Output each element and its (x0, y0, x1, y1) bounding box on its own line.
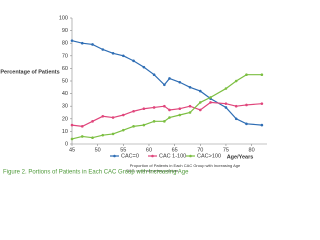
data-point (245, 122, 248, 126)
legend-marker (151, 154, 154, 158)
y-tick-label: 20 (62, 116, 68, 122)
data-point (168, 77, 171, 80)
data-point (142, 107, 146, 111)
data-point (209, 96, 212, 99)
data-point (132, 109, 135, 113)
data-point (91, 120, 94, 123)
data-point (132, 125, 135, 128)
data-point (80, 125, 84, 128)
data-point (101, 114, 105, 118)
data-point (178, 113, 182, 117)
data-point (152, 106, 156, 109)
legend-label: CAC 1-100 (159, 153, 186, 159)
data-point (178, 80, 182, 84)
data-point (142, 65, 146, 69)
data-point (224, 106, 228, 109)
legend-label: CAC>100 (197, 153, 221, 159)
data-point (111, 132, 115, 136)
data-point (101, 133, 105, 137)
data-point (111, 116, 115, 119)
data-point (260, 102, 264, 105)
legend-label: CAC=0 (121, 153, 139, 159)
data-point (188, 111, 192, 114)
data-point (152, 120, 156, 123)
y-tick-label: 50 (62, 78, 68, 84)
note: Proportion of Patients in Each CAC Group… (130, 163, 241, 168)
legend-marker (189, 154, 192, 158)
data-point (101, 48, 105, 51)
data-point (122, 54, 125, 58)
data-point (80, 135, 84, 138)
y-tick-label: 100 (59, 15, 68, 21)
y-tick-label: 70 (62, 53, 68, 59)
series-line (71, 101, 262, 127)
data-point (188, 104, 192, 108)
data-point (245, 103, 248, 107)
data-point (188, 86, 192, 89)
y-axis-label: Percentage of Patients (0, 69, 59, 75)
data-point (198, 89, 202, 93)
data-point (152, 73, 156, 76)
legend-marker (113, 154, 116, 158)
x-tick-label: 55 (120, 147, 126, 153)
x-tick-label: 70 (197, 147, 203, 153)
data-point (70, 137, 74, 141)
y-tick-label: 30 (62, 104, 68, 110)
x-axis-label: Age/Years (227, 154, 254, 160)
y-tick-label: 0 (65, 141, 68, 147)
data-point (198, 101, 202, 104)
data-point (209, 101, 212, 104)
data-point (178, 107, 182, 111)
data-point (111, 51, 115, 55)
data-point (168, 108, 171, 112)
caption: Figure 2. Portions of Patients in Each C… (3, 170, 189, 176)
data-point (163, 83, 166, 87)
x-tick-label: 60 (146, 147, 152, 153)
data-point (234, 104, 238, 108)
data-point (91, 136, 94, 139)
data-point (224, 102, 228, 105)
data-point (234, 79, 238, 83)
data-point (70, 123, 74, 127)
x-tick-label: 80 (249, 147, 255, 153)
note: CAC: coronary artery calcium (126, 168, 179, 173)
data-point (245, 73, 248, 76)
data-point (234, 117, 238, 121)
x-tick-label: 75 (223, 147, 229, 153)
data-point (122, 113, 125, 117)
y-tick-label: 10 (62, 129, 68, 135)
data-point (198, 108, 202, 112)
y-tick-label: 90 (62, 28, 68, 34)
data-point (91, 43, 94, 46)
data-point (80, 41, 84, 45)
data-point (260, 123, 264, 127)
x-tick-label: 65 (172, 147, 178, 153)
y-tick-label: 80 (62, 41, 68, 47)
data-point (168, 116, 171, 119)
data-point (163, 104, 166, 108)
data-point (163, 120, 166, 123)
data-point (260, 73, 264, 76)
y-tick-label: 40 (62, 91, 68, 97)
data-point (70, 39, 74, 42)
data-point (142, 123, 146, 127)
data-point (224, 87, 228, 90)
chart: Percentage of Patients Age/Years Proport… (0, 15, 267, 176)
x-tick-label: 45 (69, 147, 75, 153)
data-point (122, 128, 125, 132)
x-tick-label: 50 (95, 147, 101, 153)
y-tick-label: 60 (62, 66, 68, 72)
series-line (71, 74, 262, 140)
data-point (132, 59, 135, 63)
